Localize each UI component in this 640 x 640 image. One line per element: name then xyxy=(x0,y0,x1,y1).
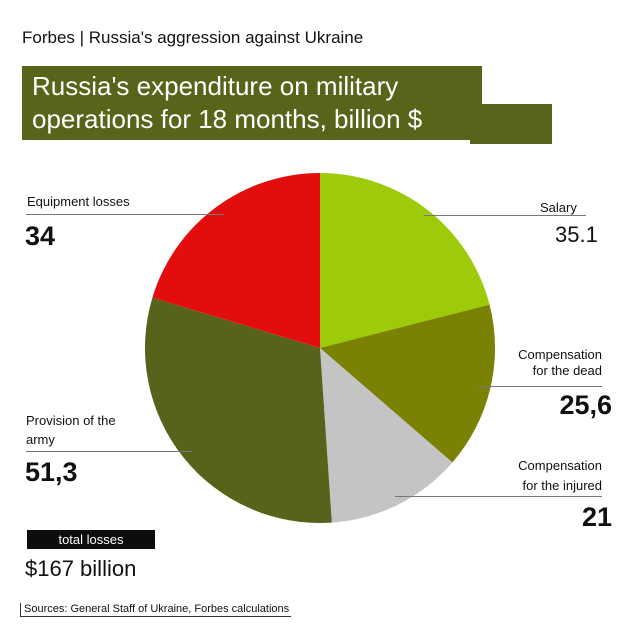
source-note: Sources: General Staff of Ukraine, Forbe… xyxy=(20,603,292,617)
dead-leader-line xyxy=(478,386,602,387)
army-label-line-1: Provision of the xyxy=(26,413,116,428)
title-background xyxy=(22,66,482,140)
title-background-extension xyxy=(470,104,552,144)
equipment-leader-line xyxy=(26,214,224,215)
chart-title-line-1: Russia's expenditure on military xyxy=(32,71,399,101)
pie-slice-salary xyxy=(320,173,490,348)
chart-title-line-2: operations for 18 months, billion $ xyxy=(32,104,423,134)
dead-label-line-2: for the dead xyxy=(532,363,602,378)
dead-value: 25,6 xyxy=(559,390,612,420)
injured-leader-line xyxy=(395,496,602,497)
army-label-line-2: army xyxy=(26,432,55,447)
total-losses-badge: total losses xyxy=(27,530,155,549)
pie-slice-compensation-injured xyxy=(320,348,453,523)
chart-title: Russia's expenditure on military operati… xyxy=(32,70,552,136)
injured-value: 21 xyxy=(581,502,612,532)
pie-slice-equipment-losses xyxy=(152,173,320,348)
header-text: Forbes | Russia's aggression against Ukr… xyxy=(22,28,364,47)
injured-label-line-2: for the injured xyxy=(522,478,603,493)
equipment-losses-value: 34 xyxy=(25,221,56,251)
pie-slice-provision-army xyxy=(144,297,332,523)
total-losses-value: $167 billion xyxy=(25,556,137,581)
salary-value: 35.1 xyxy=(555,222,598,247)
injured-label-line-1: Compensation xyxy=(518,458,602,473)
salary-label: Salary xyxy=(540,200,577,215)
army-value: 51,3 xyxy=(25,457,78,487)
equipment-losses-label: Equipment losses xyxy=(27,194,130,209)
pie-slice-compensation-dead xyxy=(320,304,495,463)
dead-label-line-1: Compensation xyxy=(518,347,602,362)
army-leader-line xyxy=(26,451,192,452)
salary-leader-line xyxy=(424,215,586,216)
